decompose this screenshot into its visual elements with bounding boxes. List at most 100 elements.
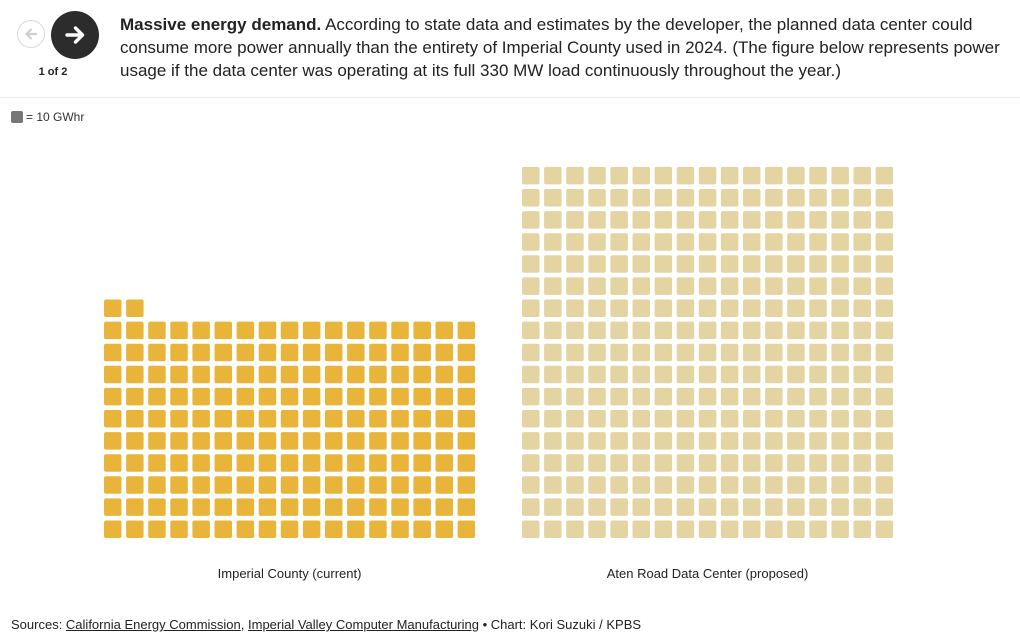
waffle-square	[831, 189, 849, 207]
waffle-square	[698, 189, 717, 207]
waffle-square	[875, 365, 894, 384]
waffle-square	[632, 233, 650, 251]
waffle-square	[676, 387, 695, 406]
waffle-square	[588, 410, 606, 428]
waffle-square	[522, 498, 540, 516]
waffle-square	[325, 387, 343, 406]
waffle-square	[104, 410, 122, 428]
previous-button[interactable]	[17, 20, 45, 48]
waffle-square	[765, 454, 783, 472]
waffle-square	[698, 343, 717, 362]
waffle-square	[743, 299, 761, 317]
waffle-square	[809, 410, 827, 428]
waffle-square	[632, 498, 650, 516]
waffle-square	[765, 189, 783, 207]
waffle-square	[435, 387, 453, 406]
waffle-square	[126, 321, 144, 340]
waffle-square	[325, 454, 343, 472]
waffle-square	[610, 365, 628, 384]
waffle-square	[698, 255, 717, 273]
source-link-cec[interactable]: California Energy Commission	[65, 617, 241, 632]
waffle-square	[831, 387, 849, 406]
waffle-square	[632, 189, 650, 207]
waffle-square	[280, 343, 299, 362]
waffle-square	[698, 299, 717, 317]
waffle-square	[809, 476, 827, 494]
waffle-square	[192, 321, 210, 340]
waffle-square	[369, 476, 387, 494]
waffle-square	[787, 498, 805, 516]
waffle-square	[170, 343, 188, 362]
waffle-square	[413, 476, 431, 494]
waffle-square	[809, 211, 827, 229]
waffle-square	[280, 454, 299, 472]
waffle-square	[610, 277, 628, 295]
waffle-square	[853, 343, 871, 362]
waffle-square	[544, 520, 562, 538]
waffle-square	[809, 233, 827, 251]
waffle-square	[544, 498, 562, 516]
waffle-square	[853, 454, 871, 472]
waffle-square	[435, 365, 453, 384]
waffle-square	[566, 211, 584, 229]
waffle-square	[632, 299, 650, 317]
waffle-square	[280, 498, 299, 516]
waffle-square	[170, 498, 188, 516]
category-label: Imperial County (current)	[218, 566, 362, 581]
waffle-square	[831, 454, 849, 472]
waffle-square	[720, 189, 739, 207]
waffle-square	[853, 255, 871, 273]
waffle-square	[610, 321, 628, 340]
caption: Massive energy demand. According to stat…	[120, 13, 1005, 82]
waffle-square	[809, 454, 827, 472]
waffle-square	[302, 321, 321, 340]
waffle-square	[588, 277, 606, 295]
waffle-square	[610, 498, 628, 516]
waffle-square	[347, 410, 365, 428]
waffle-square	[809, 432, 827, 450]
waffle-square	[698, 277, 717, 295]
waffle-square	[743, 277, 761, 295]
waffle-square	[325, 432, 343, 450]
waffle-square	[676, 365, 695, 384]
waffle-square	[544, 476, 562, 494]
waffle-square	[566, 432, 584, 450]
arrow-right-icon	[65, 26, 85, 44]
waffle-square	[720, 211, 739, 229]
waffle-square	[610, 166, 628, 185]
waffle-square	[765, 365, 783, 384]
waffle-square	[302, 343, 321, 362]
waffle-square	[104, 299, 122, 317]
waffle-square	[325, 343, 343, 362]
waffle-square	[588, 520, 606, 538]
waffle-square	[676, 410, 695, 428]
waffle-square	[391, 365, 409, 384]
waffle-square	[809, 520, 827, 538]
waffle-square	[566, 498, 584, 516]
waffle-square	[347, 498, 365, 516]
waffle-square	[698, 432, 717, 450]
waffle-square	[192, 454, 210, 472]
caption-headline: Massive energy demand.	[120, 15, 322, 34]
waffle-square	[302, 498, 321, 516]
waffle-square	[236, 476, 255, 494]
waffle-square	[170, 454, 188, 472]
caption-body: According to state data and estimates by…	[120, 15, 1000, 80]
waffle-square	[236, 410, 255, 428]
waffle-square	[544, 299, 562, 317]
waffle-square	[743, 233, 761, 251]
waffle-square	[588, 387, 606, 406]
waffle-square	[126, 454, 144, 472]
waffle-square	[809, 189, 827, 207]
waffle-square	[457, 454, 476, 472]
source-link-ivcm[interactable]: Imperial Valley Computer Manufacturing	[248, 617, 479, 632]
waffle-square	[831, 498, 849, 516]
waffle-square	[369, 520, 387, 538]
waffle-square	[875, 343, 894, 362]
next-button[interactable]	[51, 11, 99, 59]
waffle-square	[391, 343, 409, 362]
waffle-square	[610, 211, 628, 229]
waffle-square	[698, 321, 717, 340]
waffle-square	[391, 387, 409, 406]
waffle-square	[809, 277, 827, 295]
